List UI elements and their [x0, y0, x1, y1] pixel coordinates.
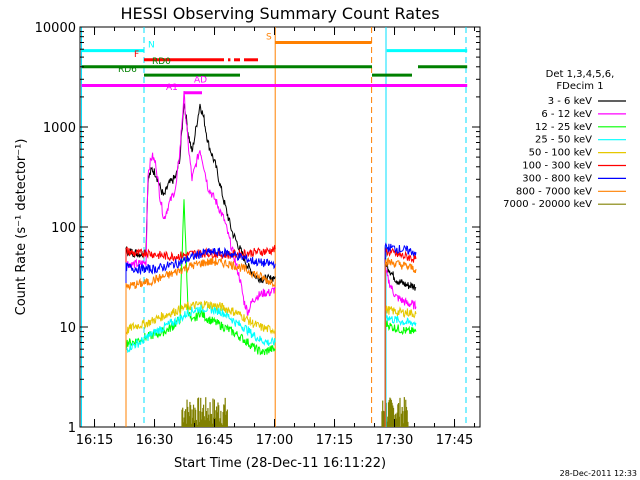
series-line-7-b	[384, 257, 417, 427]
series-line-1	[125, 90, 276, 427]
series-line-3	[125, 302, 276, 427]
date-stamp: 28-Dec-2011 12:33	[560, 469, 637, 478]
x-axis-label: Start Time (28-Dec-11 16:11:22)	[174, 456, 386, 471]
legend-label: 800 - 7000 keV	[516, 186, 592, 197]
series-line-5	[125, 244, 276, 427]
x-tick-label: 16:45	[196, 433, 233, 448]
y-tick-label: 10000	[35, 21, 76, 36]
flag-label-s: S	[266, 32, 272, 42]
legend-header: Det 1,3,4,5,6,	[546, 69, 615, 80]
series-line-2-b	[384, 319, 417, 427]
flag-bars: N S F RD0 RD6 AD A1	[81, 32, 468, 95]
series-line-1-b	[384, 267, 417, 427]
flag-label-f: F	[134, 50, 139, 60]
x-tick-label: 17:00	[256, 433, 293, 448]
legend-label: 6 - 12 keV	[541, 109, 592, 120]
series-line-6-b	[384, 242, 417, 427]
legend-label: 50 - 100 keV	[529, 148, 593, 159]
attenuator-band	[181, 397, 409, 427]
flag-label-rd6: RD6	[118, 65, 137, 75]
series-line-4	[125, 300, 276, 427]
legend-label: 3 - 6 keV	[548, 96, 592, 107]
legend-label: 100 - 300 keV	[522, 161, 592, 172]
flag-label-a1: A1	[166, 83, 178, 93]
legend-label: 300 - 800 keV	[522, 173, 592, 184]
legend-label: 12 - 25 keV	[535, 122, 592, 133]
y-tick-label: 10	[59, 321, 76, 336]
series-line-6	[125, 246, 276, 427]
legend: Det 1,3,4,5,6,FDecim 1 3 - 6 keV 6 - 12 ke…	[503, 69, 626, 210]
series-line-0	[125, 102, 276, 427]
y-axis-label: Count Rate (s⁻¹ detector⁻¹)	[14, 139, 29, 316]
flag-label-n: N	[148, 41, 155, 51]
legend-label: 7000 - 20000 keV	[503, 199, 592, 210]
legend-label: 25 - 50 keV	[535, 135, 592, 146]
axes: 1 10 100 1000 10000 16:15 16:30 16:45 17:00 17:15…	[35, 21, 480, 448]
series-line-0-b	[384, 257, 417, 427]
series-line-3-b	[384, 315, 417, 427]
legend-header: FDecim 1	[556, 81, 603, 92]
y-tick-label: 100	[51, 221, 76, 236]
chart-title: HESSI Observing Summary Count Rates	[120, 4, 439, 23]
x-tick-label: 17:15	[316, 433, 353, 448]
x-tick-label: 17:45	[436, 433, 473, 448]
x-tick-label: 17:30	[376, 433, 413, 448]
series-line-7	[125, 257, 276, 427]
x-tick-label: 16:30	[136, 433, 173, 448]
flag-label-rd0: RD0	[152, 57, 171, 67]
x-tick-label: 16:15	[76, 433, 113, 448]
series-line-5-b	[384, 247, 417, 427]
y-tick-label: 1	[68, 421, 76, 436]
flag-label-ad: AD	[194, 76, 207, 86]
series-lines	[125, 90, 417, 427]
series-line-4-b	[384, 305, 417, 427]
y-tick-label: 1000	[43, 121, 76, 136]
